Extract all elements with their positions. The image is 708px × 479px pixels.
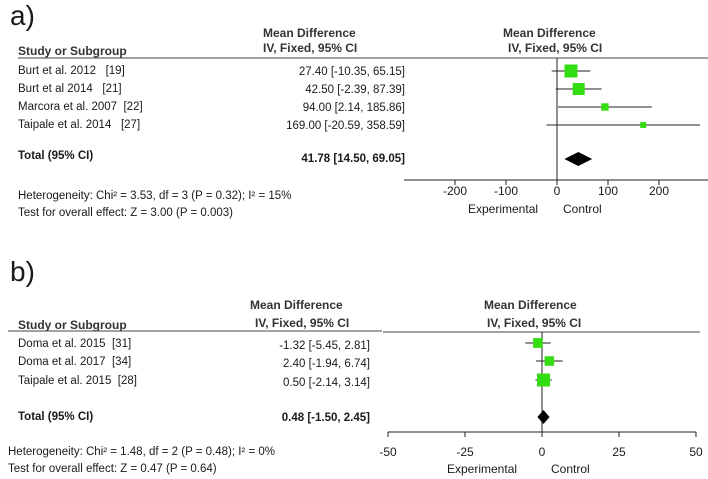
panel-a-study-4: Taipale et al. 2014 [27]	[18, 119, 141, 131]
panel-a-plot-header-1: Mean Difference	[503, 26, 596, 40]
panel-b-total-ci: 0.48 [-1.50, 2.45]	[281, 412, 370, 424]
panel-b-heterogeneity: Heterogeneity: Chi² = 1.48, df = 2 (P = …	[8, 446, 275, 458]
panel-b-study-header: Study or Subgroup	[18, 318, 127, 332]
panel-a-ci-4: 169.00 [-20.59, 358.59]	[286, 120, 405, 132]
panel-a-tick-label-2: 0	[554, 184, 561, 198]
panel-a-tick-label-1: -100	[494, 184, 518, 198]
panel-a-tick-label-3: 100	[598, 184, 618, 198]
panel-a-heterogeneity: Heterogeneity: Chi² = 3.53, df = 3 (P = …	[18, 190, 292, 202]
panel-a-ci-1: 27.40 [-10.35, 65.15]	[298, 66, 405, 78]
panel-b-tick-label-1: -25	[456, 445, 474, 459]
panel-a-tick-label-4: 200	[649, 184, 669, 198]
panel-b-total-label: Total (95% CI)	[18, 411, 94, 423]
panel-a-plot-header-2: IV, Fixed, 95% CI	[508, 41, 603, 55]
panel-a-label: a)	[10, 0, 35, 31]
panel-a-tick-label-0: -200	[443, 184, 467, 198]
panel-b-estimate-square-1	[533, 338, 543, 348]
panel-a-estimate-square-4	[640, 122, 647, 128]
panel-a-estimate-square-2	[572, 83, 585, 95]
panel-a-effect-header-1: Mean Difference	[263, 26, 356, 40]
panel-a-estimate-square-3	[601, 103, 609, 111]
panel-b-tick-label-3: 25	[612, 445, 626, 459]
panel-b-study-1: Doma et al. 2015 [31]	[18, 338, 132, 350]
panel-b-ci-3: 0.50 [-2.14, 3.14]	[283, 377, 370, 389]
panel-b-estimate-square-3	[537, 373, 551, 387]
panel-b-plot-header-2: IV, Fixed, 95% CI	[487, 316, 582, 330]
panel-b-tick-label-2: 0	[539, 445, 546, 459]
panel-a-study-header: Study or Subgroup	[18, 44, 127, 58]
panel-b-label: b)	[10, 256, 35, 287]
panel-a-ci-2: 42.50 [-2.39, 87.39]	[305, 84, 405, 96]
panel-b-tick-label-4: 50	[689, 445, 703, 459]
panel-a-study-3: Marcora et al. 2007 [22]	[18, 101, 143, 113]
panel-b-effect-header-1: Mean Difference	[250, 298, 343, 312]
panel-b-tick-label-0: -50	[379, 445, 397, 459]
panel-b-plot-header-1: Mean Difference	[484, 298, 577, 312]
panel-a-study-2: Burt et al 2014 [21]	[18, 83, 122, 95]
panel-a-effect-header-2: IV, Fixed, 95% CI	[263, 41, 358, 55]
panel-b-total-diamond	[537, 410, 550, 424]
panel-b-ci-2: 2.40 [-1.94, 6.74]	[283, 358, 370, 370]
panel-b-favours-left: Experimental	[447, 462, 518, 476]
panel-b-effect-header-2: IV, Fixed, 95% CI	[255, 316, 350, 330]
panel-a-favours-left: Experimental	[468, 202, 539, 216]
panel-a-overall-effect: Test for overall effect: Z = 3.00 (P = 0…	[18, 207, 233, 219]
panel-a-total-diamond	[564, 152, 593, 166]
panel-a-ci-3: 94.00 [2.14, 185.86]	[302, 102, 405, 114]
panel-a-total-ci: 41.78 [14.50, 69.05]	[301, 153, 405, 165]
panel-b-ci-1: -1.32 [-5.45, 2.81]	[279, 340, 370, 352]
panel-b-estimate-square-2	[544, 356, 555, 366]
panel-b-study-2: Doma et al. 2017 [34]	[18, 356, 132, 368]
panel-b-favours-right: Control	[551, 462, 590, 476]
panel-a-total-label: Total (95% CI)	[18, 150, 94, 162]
panel-a-estimate-square-1	[564, 64, 578, 78]
panel-a-favours-right: Control	[563, 202, 602, 216]
panel-b-study-3: Taipale et al. 2015 [28]	[18, 375, 137, 387]
panel-b-overall-effect: Test for overall effect: Z = 0.47 (P = 0…	[8, 463, 217, 475]
panel-a-study-1: Burt et al. 2012 [19]	[18, 65, 125, 77]
